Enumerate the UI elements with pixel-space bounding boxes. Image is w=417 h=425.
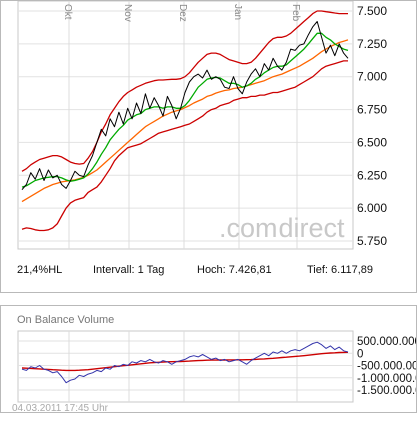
obv-y-tick-label: 0 <box>357 348 363 360</box>
obv-y-tick-label: -1.500.000.000 <box>357 385 416 397</box>
obv-series-line-0 <box>21 341 349 384</box>
obv-title: On Balance Volume <box>17 314 115 326</box>
x-tick-label: Nov <box>122 4 133 22</box>
x-tick-label: Feb <box>290 4 301 22</box>
series-line-1 <box>21 32 349 188</box>
y-tick-label: 6.500 <box>357 135 387 149</box>
x-tick-label: Dez <box>177 4 188 22</box>
obv-y-tick-label: -1.000.000.000 <box>357 373 416 385</box>
x-tick-label: Okt <box>62 4 73 20</box>
y-tick-label: 6.000 <box>357 201 387 215</box>
y-tick-label: 7.250 <box>357 37 387 51</box>
y-tick-label: 6.250 <box>357 168 387 182</box>
obv-y-tick-label: -500.000.000 <box>357 361 416 373</box>
watermark-part-1: .com <box>219 213 278 243</box>
series-line-0 <box>21 21 349 191</box>
plot-frame <box>17 1 354 250</box>
change-label: 21,4%HL <box>17 264 63 276</box>
obv-chart: 500.000.0000-500.000.000-1.000.000.000-1… <box>17 330 416 403</box>
price-chart: 7.500 7.250 7.000 6.750 6.500 6.250 6.000 5.750… <box>17 1 387 250</box>
obv-chart-panel: 500.000.0000-500.000.000-1.000.000.000-1… <box>0 305 417 413</box>
y-tick-label: 5.750 <box>357 234 387 248</box>
price-chart-panel: 7.500 7.250 7.000 6.750 6.500 6.250 6.000 5.750… <box>0 0 417 293</box>
high-label: Hoch: 7.426,81 <box>197 264 272 276</box>
x-tick-label: Jan <box>232 4 243 20</box>
watermark: .comdirect <box>219 213 345 243</box>
series-line-4 <box>21 60 348 232</box>
low-label: Tief: 6.117,89 <box>307 264 374 276</box>
timestamp: 04.03.2011 17:45 Uhr <box>12 403 109 414</box>
obv-plot-frame <box>17 330 354 403</box>
watermark-part-2: direct <box>279 213 346 243</box>
y-tick-label: 6.750 <box>357 103 387 117</box>
series-line-2 <box>21 39 349 203</box>
obv-y-tick-label: 500.000.000 <box>357 336 416 348</box>
y-tick-label: 7.000 <box>357 70 387 84</box>
y-tick-label: 7.500 <box>357 4 387 18</box>
series-line-3 <box>21 10 348 172</box>
interval-label: Intervall: 1 Tag <box>93 264 165 276</box>
obv-series-line-1 <box>21 351 349 372</box>
